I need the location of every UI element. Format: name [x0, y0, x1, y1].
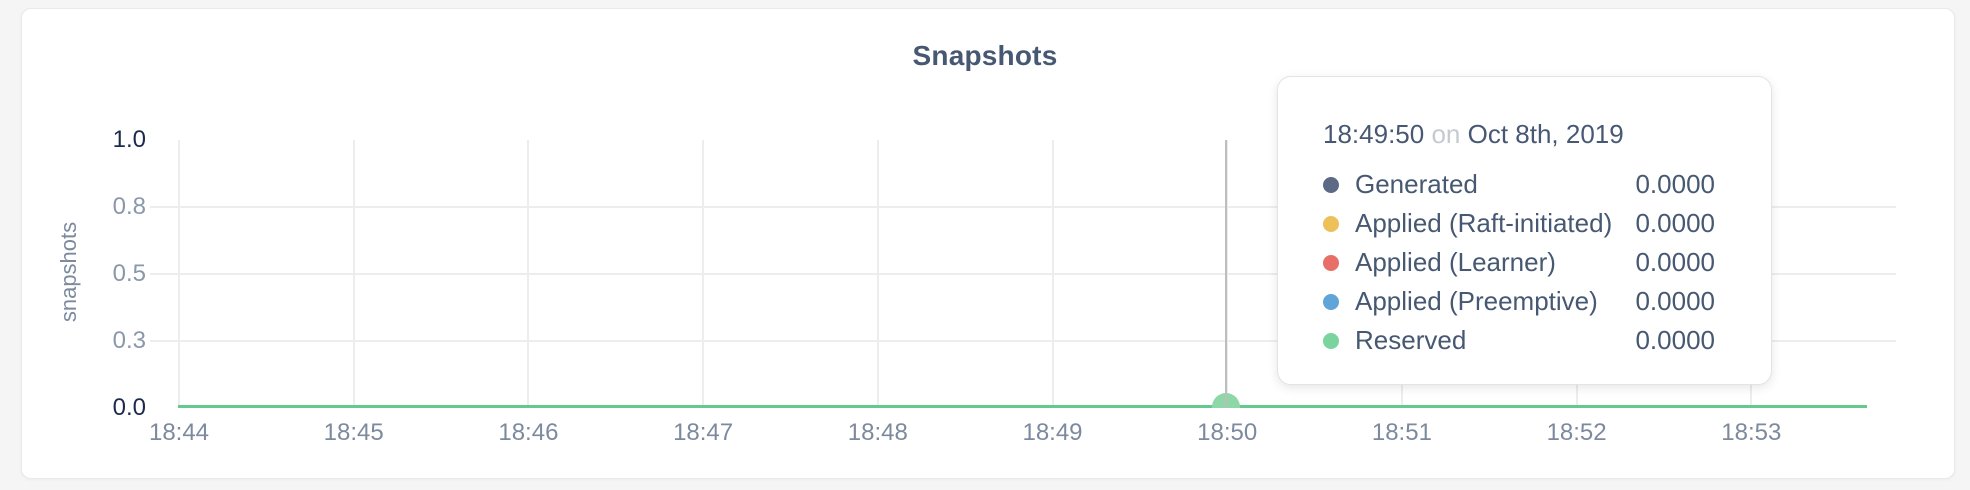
tooltip-header: 18:49:50 on Oct 8th, 2019: [1323, 119, 1715, 149]
series-label: Applied (Learner): [1355, 247, 1556, 277]
reserved-series-line: [178, 405, 1867, 408]
series-value: 0.0000: [1635, 169, 1715, 199]
x-tick-label: 18:44: [148, 419, 210, 446]
y-tick-label: 0.3: [112, 327, 146, 354]
series-value: 0.0000: [1635, 286, 1715, 316]
y-tick-label: 1.0: [112, 126, 146, 153]
v-gridline: [352, 140, 355, 408]
series-label: Reserved: [1355, 325, 1467, 355]
y-tick-label: 0.5: [112, 260, 146, 287]
x-tick-label: 18:45: [323, 419, 384, 446]
series-label: Applied (Raft-initiated): [1355, 208, 1613, 238]
x-tick-label: 18:51: [1371, 419, 1432, 446]
h-gridline: [150, 273, 1896, 275]
tooltip-connector: on: [1431, 119, 1461, 149]
y-tick-label: 0.0: [112, 394, 146, 421]
series-color-dot: [1323, 293, 1339, 310]
x-tick-label: 18:47: [673, 419, 734, 446]
x-tick-label: 18:49: [1022, 419, 1083, 446]
series-value: 0.0000: [1635, 247, 1715, 277]
series-label: Applied (Preemptive): [1355, 286, 1598, 316]
tooltip-row: Applied (Learner) 0.0000: [1323, 243, 1715, 282]
x-tick-label: 18:48: [847, 419, 908, 446]
tooltip-rows: Generated 0.0000 Applied (Raft-initiated) 0…: [1323, 165, 1715, 360]
v-gridline: [702, 140, 705, 408]
tooltip-time: 18:49:50: [1323, 119, 1425, 149]
v-gridline: [178, 140, 180, 408]
series-value: 0.0000: [1635, 325, 1715, 355]
v-gridline: [1051, 140, 1054, 408]
tooltip-row: Applied (Preemptive) 0.0000: [1323, 282, 1715, 321]
series-value: 0.0000: [1635, 208, 1715, 238]
series-color-dot: [1323, 254, 1339, 271]
tooltip-row: Applied (Raft-initiated) 0.0000: [1323, 204, 1715, 243]
v-gridline: [527, 140, 530, 408]
crosshair-guideline: [1225, 140, 1227, 408]
series-label: Generated: [1355, 169, 1478, 199]
x-tick-label: 18:53: [1721, 419, 1782, 446]
chart-title: Snapshots: [912, 40, 1058, 71]
series-color-dot: [1323, 176, 1339, 193]
x-tick-label: 18:50: [1197, 419, 1258, 446]
h-gridline: [150, 340, 1896, 342]
v-gridline: [876, 140, 879, 408]
tooltip-row: Reserved 0.0000: [1323, 321, 1715, 360]
series-color-dot: [1323, 332, 1339, 349]
tooltip-row: Generated 0.0000: [1323, 165, 1715, 204]
tooltip-date: Oct 8th, 2019: [1467, 119, 1624, 149]
chart-tooltip: 18:49:50 on Oct 8th, 2019 Generated 0.000…: [1277, 76, 1772, 385]
x-tick-label: 18:46: [498, 419, 559, 446]
h-gridline: [150, 206, 1896, 208]
y-tick-label: 0.8: [112, 193, 146, 220]
series-color-dot: [1323, 215, 1339, 232]
v-gridline: [1226, 140, 1229, 408]
x-tick-label: 18:52: [1546, 419, 1607, 446]
